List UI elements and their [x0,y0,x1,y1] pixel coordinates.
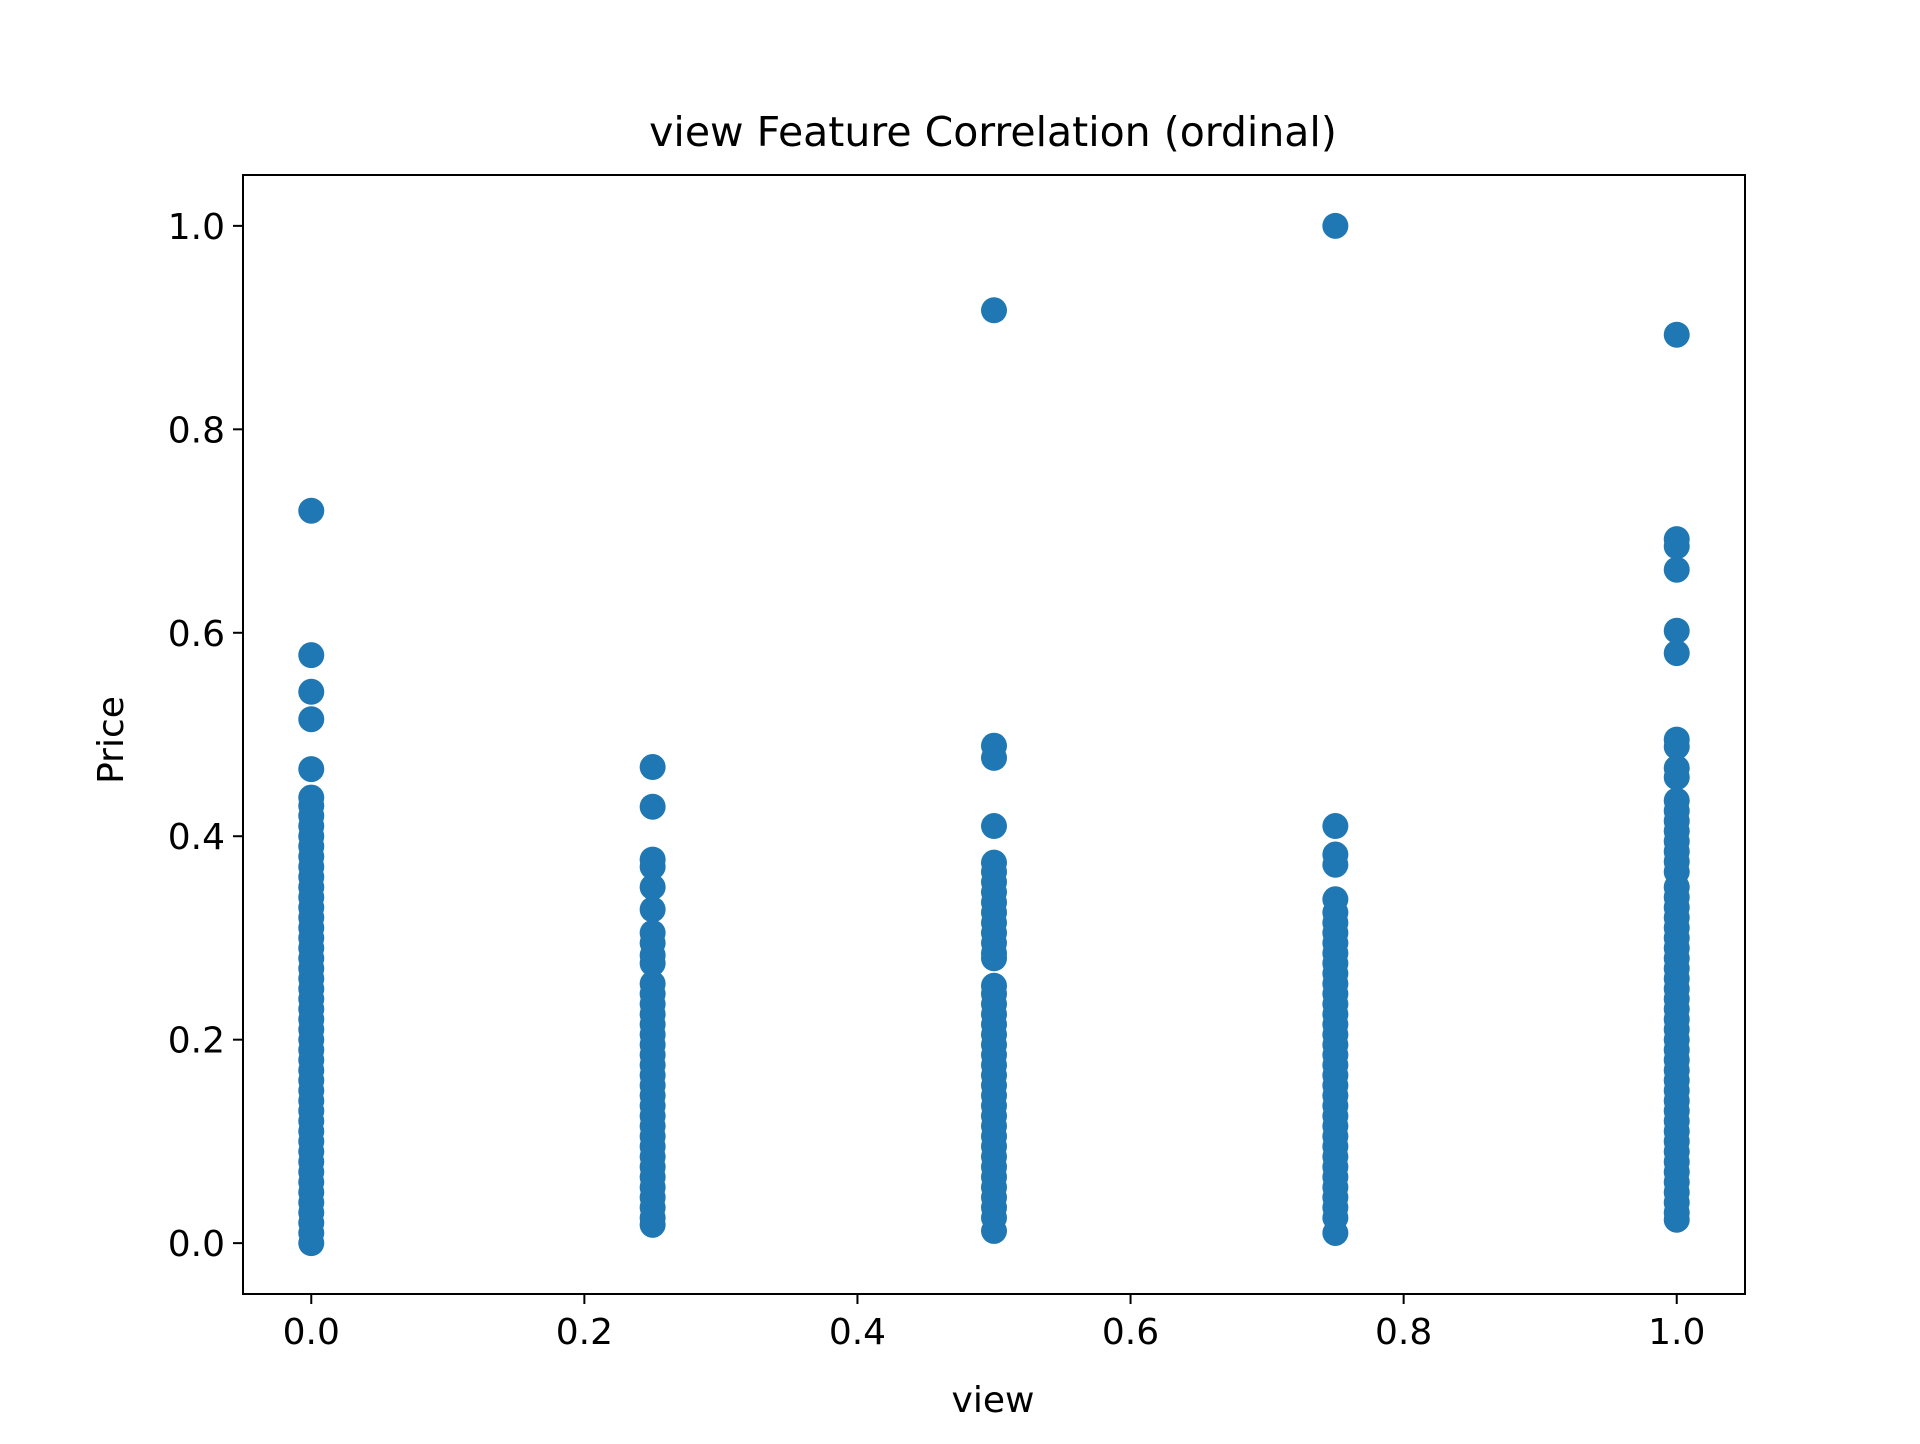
scatter-point [981,813,1007,840]
scatter-point [1663,640,1690,667]
scatter-point [639,874,666,901]
scatter-point [639,793,666,820]
y-tick-label: 0.2 [168,1021,225,1062]
scatter-point [1663,617,1690,644]
scatter-point [981,945,1007,972]
y-tick-label: 0.0 [168,1224,225,1265]
y-axis: 0.0 0.2 0.4 0.6 0.8 1.0 [168,207,243,1265]
x-tick-label: 0.8 [1375,1312,1432,1353]
scatter-point [639,950,666,977]
scatter-point [1322,212,1349,239]
scatter-point [1322,1219,1349,1246]
y-tick-label: 0.4 [168,817,225,858]
scatter-point [1663,321,1690,348]
scatter-point [639,896,666,923]
scatter-point [981,1217,1007,1244]
scatter-point [1663,733,1690,760]
scatter-point [1663,1206,1690,1233]
x-tick-label: 0.0 [283,1312,340,1353]
x-tick-label: 0.4 [829,1312,886,1353]
x-tick-label: 1.0 [1648,1312,1705,1353]
y-tick-label: 0.6 [168,614,225,655]
chart-title: view Feature Correlation (ordinal) [649,108,1337,156]
points-layer [298,212,1690,1257]
scatter-point [298,642,325,669]
scatter-point [639,853,666,880]
x-tick-label: 0.6 [1102,1312,1159,1353]
scatter-point [1663,533,1690,560]
x-axis-label: view [952,1380,1035,1421]
y-tick-label: 1.0 [168,207,225,248]
scatter-point [1322,813,1349,840]
scatter-point [298,678,325,705]
scatter-point [981,297,1007,324]
scatter-point [981,744,1007,771]
scatter-point [298,1230,325,1257]
scatter-point [639,1211,666,1238]
y-axis-label: Price [91,696,132,784]
scatter-point [1322,851,1349,878]
scatter-point [1663,764,1690,791]
scatter-point [298,756,325,783]
scatter-point [298,497,325,524]
x-tick-label: 0.2 [556,1312,613,1353]
plot-frame [242,174,1746,1295]
scatter-point [298,706,325,733]
scatter-point [639,754,666,781]
y-tick-label: 0.8 [168,410,225,451]
scatter-point [1663,556,1690,583]
x-axis: 0.0 0.2 0.4 0.6 0.8 1.0 [283,1294,1705,1353]
